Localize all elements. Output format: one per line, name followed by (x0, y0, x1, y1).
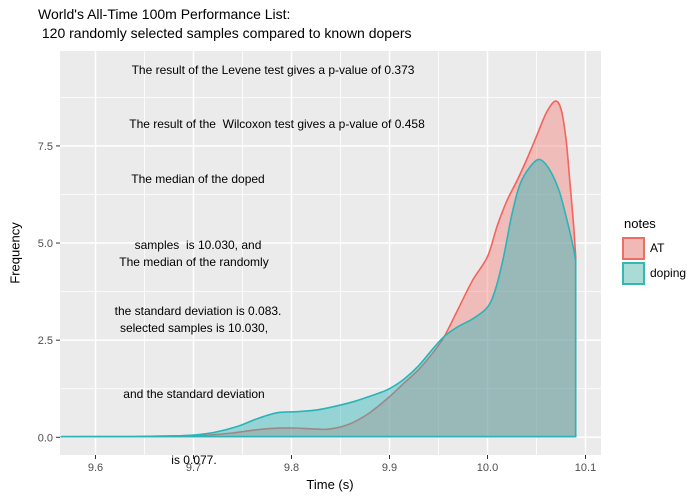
plot-title-line1: World's All-Time 100m Performance List: (38, 6, 291, 22)
y-axis-title: Frequency (7, 222, 23, 284)
annotation-levene-test: The result of the Levene test gives a p-… (131, 63, 415, 77)
density-curve-AT (60, 100, 577, 438)
annotation-doped-median-line2: samples is 10.030, and (134, 238, 262, 252)
y-tick-label: 5.0 (38, 238, 53, 250)
annotation-wilcoxon-test: The result of the Wilcoxon test gives a … (129, 117, 425, 131)
legend-label-at: AT (650, 241, 665, 255)
legend-item-doping: doping (622, 261, 686, 285)
x-tick-label: 10.1 (575, 462, 596, 474)
x-tick-label: 10.0 (477, 462, 498, 474)
plot-title-line2: 120 randomly selected samples compared t… (38, 25, 412, 41)
at-swatch-icon (622, 236, 645, 260)
y-tick-label: 0.0 (38, 432, 53, 444)
annotation-random-median-line3: and the standard deviation (123, 387, 265, 401)
annotation-random-median-line2: selected samples is 10.030, (119, 321, 269, 335)
legend: notes AT doping (622, 216, 686, 286)
doping-swatch-icon (622, 261, 645, 285)
legend-item-at: AT (622, 236, 686, 260)
legend-label-doping: doping (650, 266, 687, 280)
annotation-doped-median-line3: the standard deviation is 0.083. (114, 304, 282, 318)
density-curve-doping (60, 158, 577, 438)
plot-panel (60, 51, 601, 455)
x-tick-label: 9.7 (186, 462, 201, 474)
y-tick-label: 7.5 (38, 141, 53, 153)
annotation-random-median-line1: The median of the randomly (119, 255, 269, 269)
y-tick-label: 2.5 (38, 335, 53, 347)
x-tick-label: 9.8 (284, 462, 299, 474)
x-axis-title: Time (s) (306, 477, 354, 492)
annotation-doped-median: The median of the doped samples is 10.03… (115, 124, 282, 366)
x-tick-label: 9.9 (382, 462, 397, 474)
x-tick-label: 9.6 (88, 462, 103, 474)
annotation-doped-median-line1: The median of the doped (131, 172, 265, 186)
annotation-random-median: The median of the randomly selected samp… (119, 207, 268, 500)
annotation-random-median-line4: is 0.077. (171, 453, 217, 467)
legend-title: notes (624, 216, 656, 231)
